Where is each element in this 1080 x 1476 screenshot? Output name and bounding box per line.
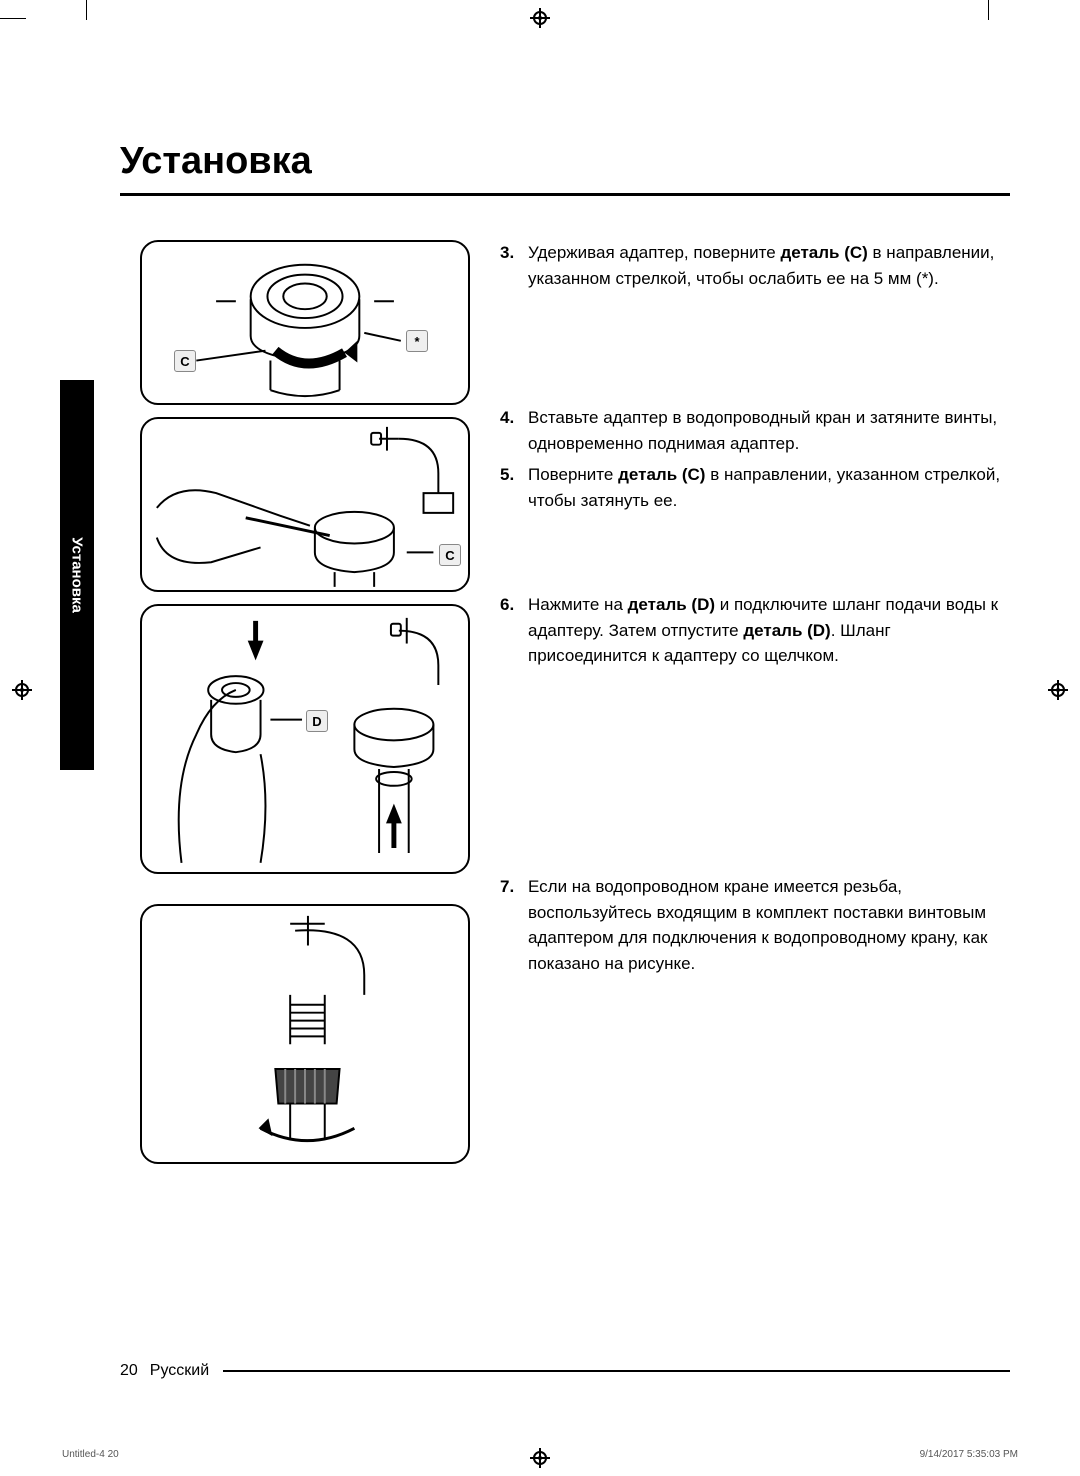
page-frame: Установка Установка (60, 30, 1020, 1440)
step-body: Удерживая адаптер, поверните деталь (C) … (528, 240, 1010, 291)
illustration (142, 242, 468, 405)
print-slug-left: Untitled-4 20 (62, 1449, 119, 1460)
side-tab: Установка (60, 380, 94, 770)
illustration (142, 419, 468, 592)
step-number: 4. (500, 405, 528, 456)
step-5: 5. Поверните деталь (C) в направлении, у… (500, 462, 1010, 513)
side-tab-label: Установка (69, 537, 86, 613)
step-number: 6. (500, 592, 528, 669)
print-slug-right: 9/14/2017 5:35:03 PM (920, 1449, 1018, 1460)
step-row: D 6. Нажмите на деталь (D) и подключите … (140, 592, 1010, 874)
label-d: D (306, 710, 328, 732)
heading-rule (120, 193, 1010, 196)
figure-step-6: D (140, 604, 470, 874)
figure-step-4-5: C (140, 417, 470, 592)
step-text-col: 6. Нажмите на деталь (D) и подключите шл… (500, 592, 1010, 675)
step-text-col: 7. Если на водопроводном кране имеется р… (500, 874, 1010, 982)
step-text-col: 3. Удерживая адаптер, поверните деталь (… (500, 240, 1010, 297)
page-title: Установка (120, 140, 1010, 193)
label-c: C (174, 350, 196, 372)
illustration (142, 906, 468, 1163)
step-text-col: 4. Вставьте адаптер в водопроводный кран… (500, 405, 1010, 519)
step-row: C 4. Вставьте адаптер в водопроводный кр… (140, 405, 1010, 592)
registration-mark-icon (530, 8, 550, 28)
step-number: 3. (500, 240, 528, 291)
step-number: 7. (500, 874, 528, 976)
registration-mark-icon (530, 1448, 550, 1468)
step-3: 3. Удерживая адаптер, поверните деталь (… (500, 240, 1010, 291)
figure-step-7 (140, 904, 470, 1164)
step-4: 4. Вставьте адаптер в водопроводный кран… (500, 405, 1010, 456)
content-area: C * 3. Удерживая адаптер, поверните дета… (140, 240, 1010, 1164)
label-c: C (439, 544, 461, 566)
step-body: Если на водопроводном кране имеется резь… (528, 874, 1010, 976)
step-body: Поверните деталь (C) в направлении, указ… (528, 462, 1010, 513)
figure-step-3: C * (140, 240, 470, 405)
page-language: Русский (150, 1362, 209, 1380)
footer-rule (223, 1370, 1010, 1372)
registration-mark-icon (1048, 680, 1068, 700)
step-body: Вставьте адаптер в водопроводный кран и … (528, 405, 1010, 456)
heading-block: Установка (120, 140, 1010, 196)
crop-mark (0, 18, 26, 19)
step-row: 7. Если на водопроводном кране имеется р… (140, 874, 1010, 1164)
crop-mark (86, 0, 87, 20)
illustration (142, 606, 468, 873)
page-number: 20 (120, 1362, 138, 1380)
label-star: * (406, 330, 428, 352)
page-footer: 20 Русский (120, 1362, 1010, 1380)
step-number: 5. (500, 462, 528, 513)
step-row: C * 3. Удерживая адаптер, поверните дета… (140, 240, 1010, 405)
step-7: 7. Если на водопроводном кране имеется р… (500, 874, 1010, 976)
crop-mark (988, 0, 989, 20)
step-6: 6. Нажмите на деталь (D) и подключите шл… (500, 592, 1010, 669)
step-body: Нажмите на деталь (D) и подключите шланг… (528, 592, 1010, 669)
registration-mark-icon (12, 680, 32, 700)
